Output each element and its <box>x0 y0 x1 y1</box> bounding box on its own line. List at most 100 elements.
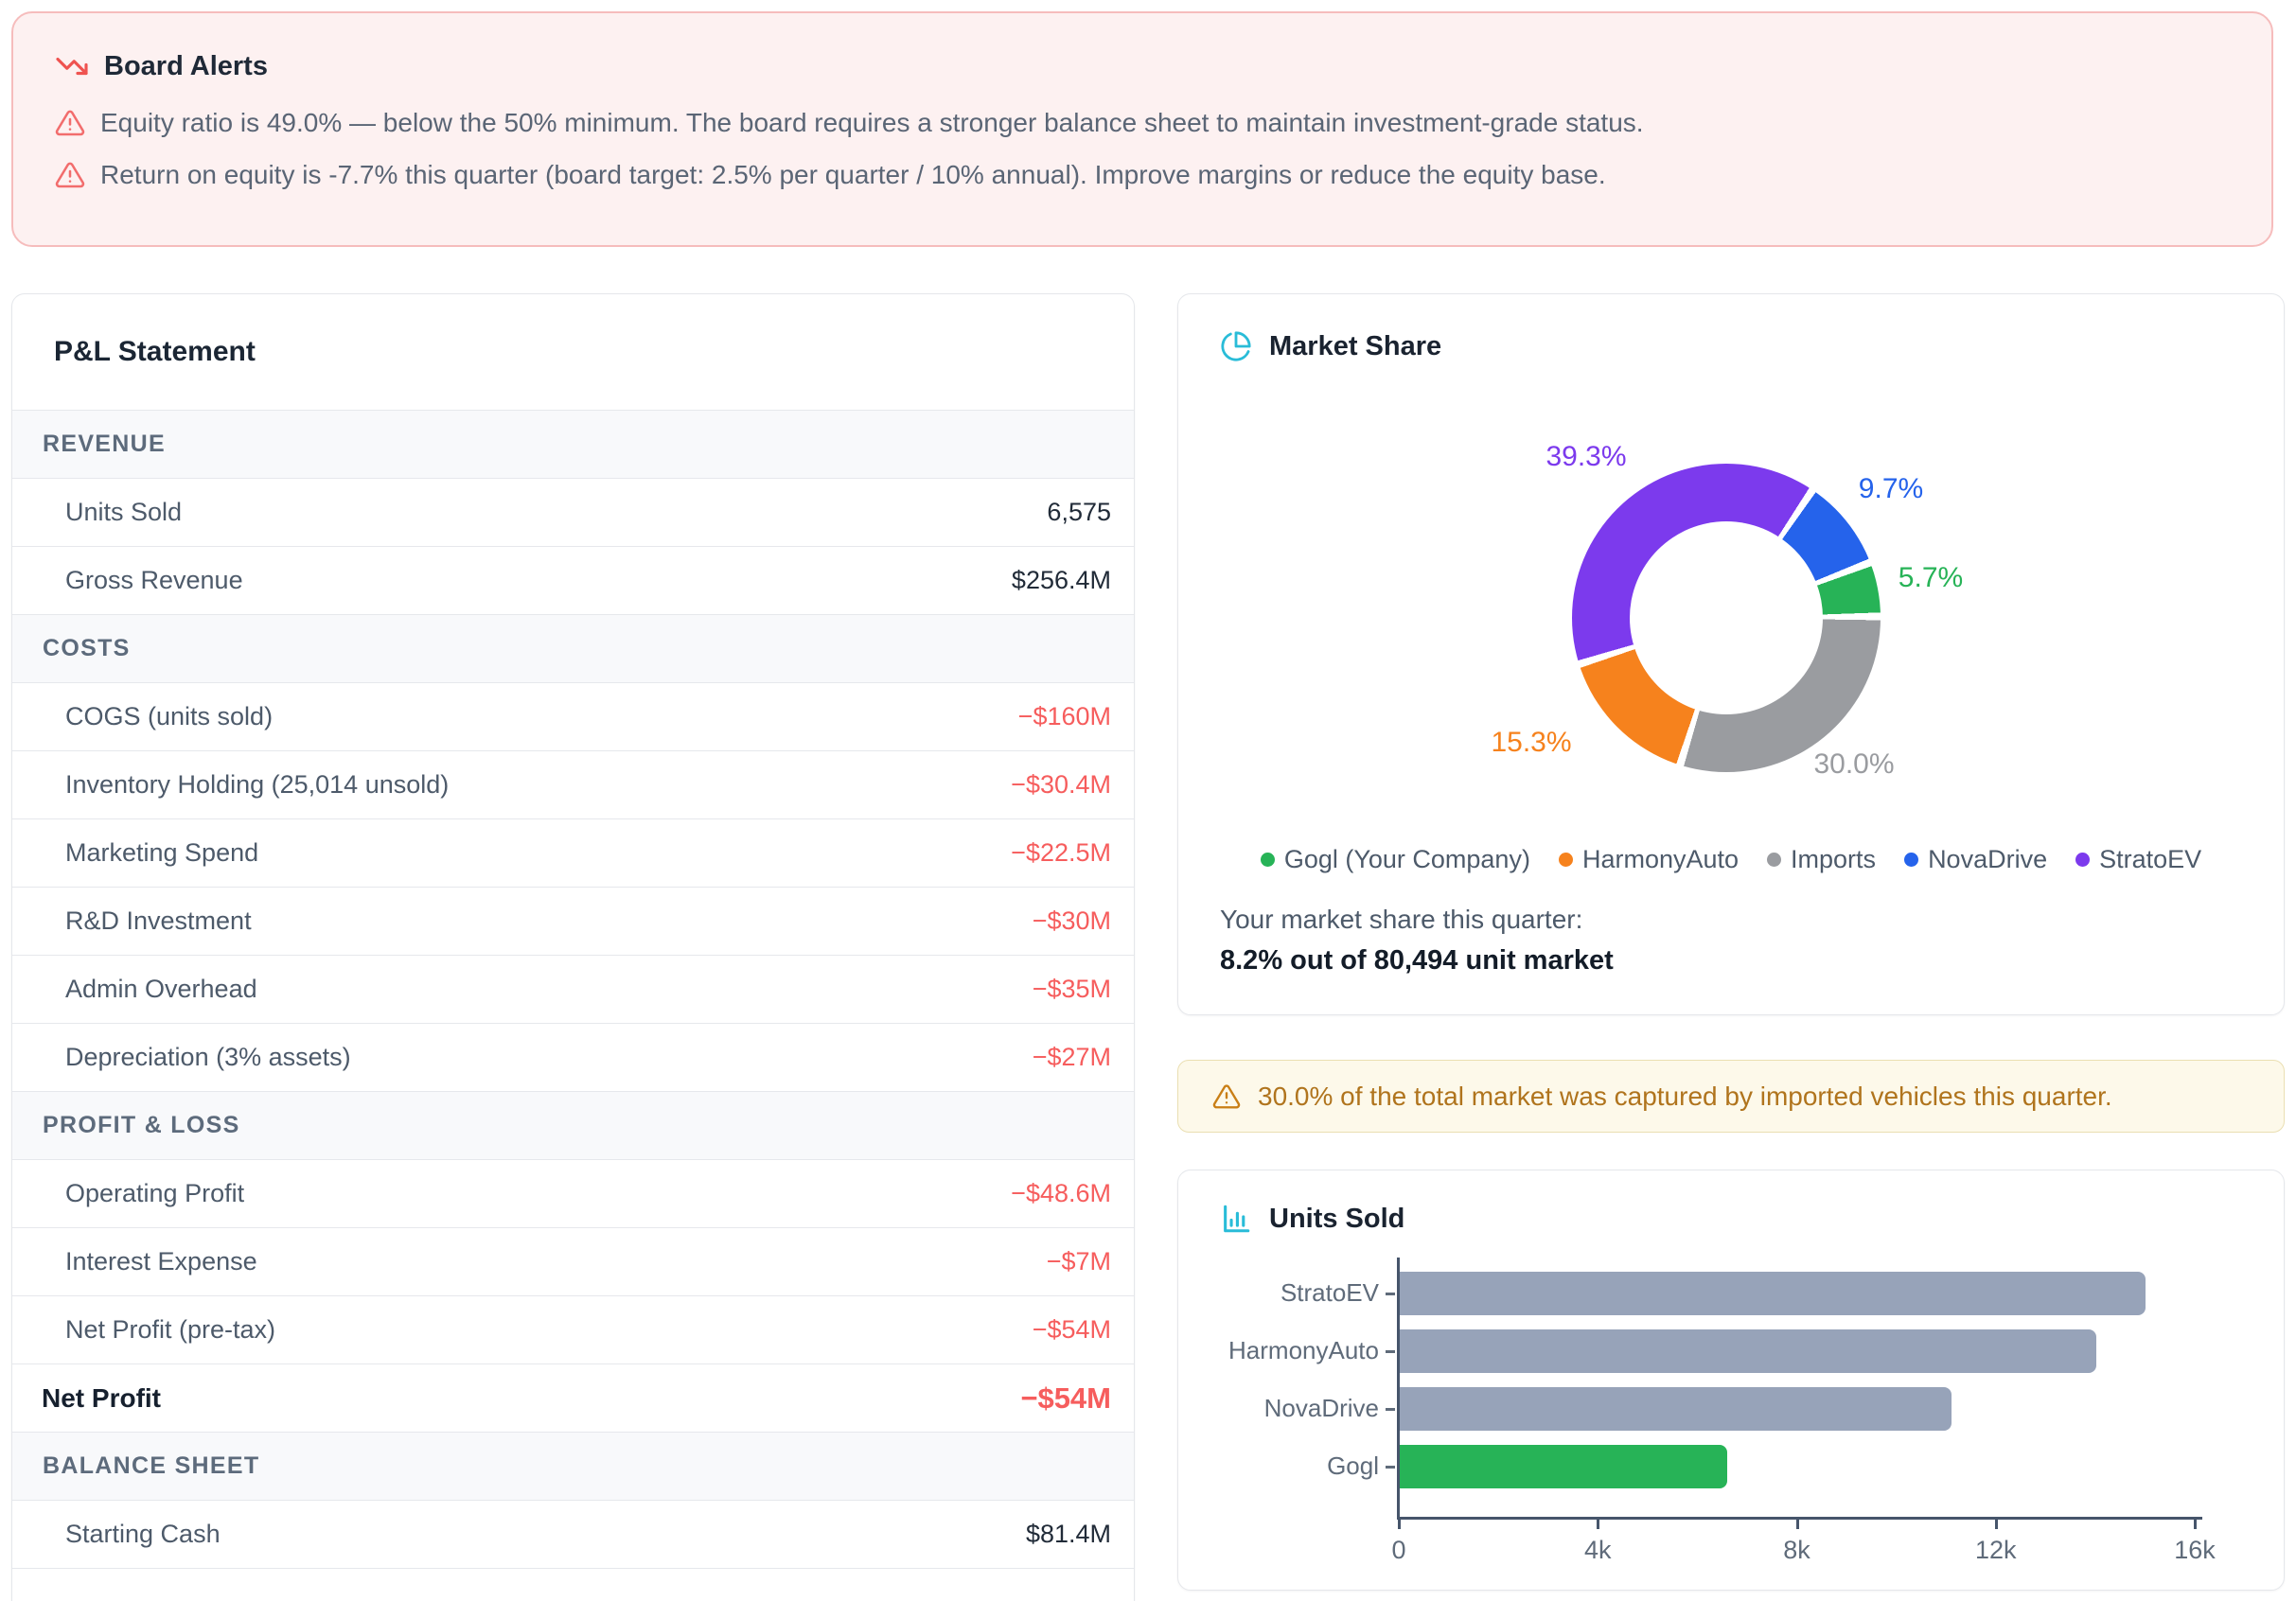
x-tick-label: 4k <box>1583 1536 1612 1564</box>
donut-slice-label: 5.7% <box>1898 562 1964 593</box>
row-value: −$30M <box>1032 906 1111 935</box>
table-row: Inventory Holding (25,014 unsold) −$30.4M <box>12 751 1134 819</box>
x-tick-label: 8k <box>1783 1536 1810 1564</box>
x-tick-label: 12k <box>1974 1536 2017 1564</box>
x-tick-label: 0 <box>1391 1536 1406 1564</box>
row-label: Net Profit (pre-tax) <box>65 1315 276 1344</box>
row-label: Net Profit <box>42 1382 161 1413</box>
warning-triangle-icon <box>55 162 85 188</box>
board-alert-text: Equity ratio is 49.0% — below the 50% mi… <box>100 108 1644 137</box>
units-sold-title: Units Sold <box>1269 1203 1405 1234</box>
pnl-table: REVENUE Units Sold 6,575 Gross Revenue $256.… <box>12 411 1134 1569</box>
pie-chart-icon <box>1221 331 1251 361</box>
market-share-caption: Your market share this quarter: <box>1220 905 1583 934</box>
units-sold-chart: StratoEV HarmonyAuto NovaDrive Gogl 0 4k 8k 12k… <box>1228 1258 2216 1564</box>
legend-dot-icon <box>1260 853 1275 867</box>
pnl-statement-card: P&L Statement REVENUE Units Sold 6,575 Gros… <box>11 293 1135 1601</box>
table-row: R&D Investment −$30M <box>12 888 1134 956</box>
board-alert-item: Return on equity is -7.7% this quarter (… <box>55 160 2230 190</box>
category-label: NovaDrive <box>1263 1394 1379 1422</box>
table-row: Operating Profit −$48.6M <box>12 1160 1134 1228</box>
legend-label: StratoEV <box>2099 845 2202 873</box>
table-row: Units Sold 6,575 <box>12 479 1134 547</box>
legend-item[interactable]: NovaDrive <box>1904 845 2047 874</box>
legend-item[interactable]: StratoEV <box>2075 845 2201 874</box>
board-alert-item: Equity ratio is 49.0% — below the 50% mi… <box>55 108 2230 138</box>
x-tick <box>1398 1520 1401 1529</box>
units-sold-card: Units Sold StratoEV HarmonyAuto NovaDrive G… <box>1177 1170 2285 1591</box>
warning-triangle-icon <box>55 110 85 136</box>
row-label: R&D Investment <box>65 906 252 935</box>
market-share-card: Market Share 5.7% 15.3% 30.0% 9.7% 39.3% Gog… <box>1177 293 2285 1015</box>
board-alerts-header: Board Alerts <box>55 49 2230 83</box>
row-value: −$48.6M <box>1011 1179 1111 1207</box>
market-share-header: Market Share <box>1220 330 1441 362</box>
donut-slice-label: 30.0% <box>1813 748 1895 780</box>
legend-label: NovaDrive <box>1928 845 2048 873</box>
donut-hole <box>1630 521 1823 714</box>
row-value: $81.4M <box>1025 1520 1111 1548</box>
row-value: −$35M <box>1032 975 1111 1003</box>
pnl-section-header: COSTS <box>12 615 1134 683</box>
legend-item[interactable]: HarmonyAuto <box>1558 845 1740 874</box>
legend-label: Imports <box>1791 845 1877 873</box>
row-label: Units Sold <box>65 498 183 526</box>
units-sold-header: Units Sold <box>1220 1203 1404 1235</box>
row-value: −$54M <box>1020 1381 1111 1415</box>
row-label: Gross Revenue <box>65 566 243 594</box>
x-tick-label: 16k <box>2174 1536 2216 1564</box>
category-label: StratoEV <box>1280 1278 1379 1307</box>
row-label: Inventory Holding (25,014 unsold) <box>65 770 450 799</box>
bar-stratoev <box>1400 1272 2146 1315</box>
pnl-section-header: BALANCE SHEET <box>12 1433 1134 1501</box>
table-row: Net Profit −$54M <box>12 1364 1134 1433</box>
category-label: HarmonyAuto <box>1228 1336 1379 1364</box>
legend-dot-icon <box>2075 853 2091 867</box>
category-tick <box>1386 1350 1395 1353</box>
row-label: Depreciation (3% assets) <box>65 1043 351 1071</box>
row-label: Admin Overhead <box>65 975 257 1003</box>
table-row: Starting Cash $81.4M <box>12 1501 1134 1569</box>
board-alert-text: Return on equity is -7.7% this quarter (… <box>100 160 1606 189</box>
legend-label: HarmonyAuto <box>1581 845 1740 873</box>
table-row: Marketing Spend −$22.5M <box>12 819 1134 888</box>
import-warning-banner: 30.0% of the total market was captured b… <box>1177 1060 2285 1133</box>
row-value: $256.4M <box>1011 566 1111 594</box>
row-label: Marketing Spend <box>65 838 259 867</box>
table-row: Gross Revenue $256.4M <box>12 547 1134 615</box>
x-tick <box>1597 1520 1600 1529</box>
market-share-title: Market Share <box>1269 330 1442 361</box>
table-row: Admin Overhead −$35M <box>12 956 1134 1024</box>
bar-chart-icon <box>1224 1205 1250 1233</box>
category-tick <box>1386 1293 1395 1295</box>
import-warning-text: 30.0% of the total market was captured b… <box>1258 1081 2112 1111</box>
legend-item[interactable]: Gogl (Your Company) <box>1260 845 1530 874</box>
row-label: Interest Expense <box>65 1247 257 1276</box>
legend-dot-icon <box>1558 853 1573 867</box>
row-value: −$54M <box>1032 1315 1111 1344</box>
y-axis-line <box>1397 1258 1400 1520</box>
donut-slice-label: 39.3% <box>1545 441 1627 472</box>
donut-slice-label: 9.7% <box>1858 473 1924 504</box>
table-row: COGS (units sold) −$160M <box>12 683 1134 751</box>
legend-item[interactable]: Imports <box>1767 845 1876 874</box>
table-row: Net Profit (pre-tax) −$54M <box>12 1296 1134 1364</box>
table-row: Depreciation (3% assets) −$27M <box>12 1024 1134 1092</box>
bar-gogl <box>1400 1445 1727 1488</box>
row-value: −$30.4M <box>1011 770 1111 799</box>
donut-slice-label: 15.3% <box>1491 727 1572 758</box>
row-label: Starting Cash <box>65 1520 221 1548</box>
bar-harmonyauto <box>1400 1329 2096 1373</box>
pnl-title: P&L Statement <box>12 294 1134 411</box>
category-label: Gogl <box>1327 1451 1379 1480</box>
x-axis-line <box>1397 1517 2202 1520</box>
category-tick <box>1386 1466 1395 1469</box>
bar-novadrive <box>1400 1387 1952 1431</box>
board-alerts-panel: Board Alerts Equity ratio is 49.0% — bel… <box>11 11 2273 247</box>
row-value: −$27M <box>1032 1043 1111 1071</box>
row-label: COGS (units sold) <box>65 702 274 730</box>
pnl-section-header: PROFIT & LOSS <box>12 1092 1134 1160</box>
table-row: Interest Expense −$7M <box>12 1228 1134 1296</box>
legend-dot-icon <box>1767 853 1782 867</box>
